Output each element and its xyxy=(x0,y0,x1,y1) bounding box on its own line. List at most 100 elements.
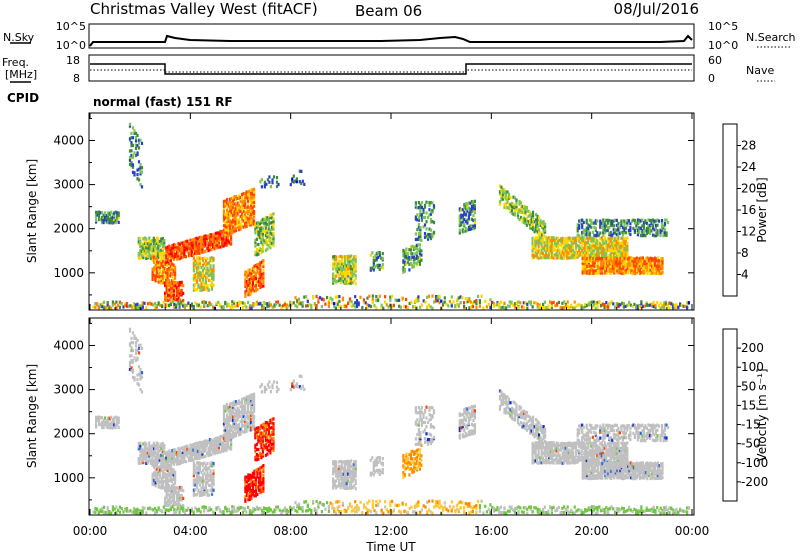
power-cell xyxy=(564,237,567,241)
power-cell xyxy=(640,270,643,275)
power-cell xyxy=(348,264,351,268)
power-cell xyxy=(244,272,247,276)
power-cell xyxy=(350,300,353,304)
power-cell xyxy=(240,301,243,305)
power-cell xyxy=(431,220,434,224)
power-cell xyxy=(575,240,578,245)
velocity-cell xyxy=(157,442,160,446)
power-cell xyxy=(244,199,247,203)
velocity-cell xyxy=(166,460,169,464)
velocity-cell xyxy=(169,472,172,476)
power-cell xyxy=(162,267,165,271)
velocity-cell xyxy=(192,451,195,455)
velocity-cell xyxy=(192,493,195,497)
power-cell xyxy=(601,261,604,265)
power-cell xyxy=(146,242,149,246)
power-cell xyxy=(531,244,534,248)
power-cell xyxy=(178,302,181,306)
power-cell xyxy=(612,231,615,235)
velocity-cell xyxy=(239,427,242,431)
velocity-cell xyxy=(209,474,212,478)
power-cell xyxy=(347,257,350,261)
power-cell xyxy=(111,215,114,220)
velocity-cell xyxy=(257,471,260,475)
power-cell xyxy=(504,192,508,196)
power-cell xyxy=(612,246,615,250)
power-cell xyxy=(259,302,262,306)
power-cell xyxy=(201,247,204,251)
velocity-cell xyxy=(201,483,205,487)
velocity-cell xyxy=(203,466,206,470)
velocity-cell xyxy=(220,441,224,446)
power-cell xyxy=(543,255,546,260)
power-cell xyxy=(145,256,148,260)
power-cell xyxy=(268,175,271,179)
velocity-cell xyxy=(250,489,253,493)
power-cell xyxy=(608,237,611,241)
velocity-cell xyxy=(242,397,245,401)
power-cell xyxy=(313,302,316,306)
power-cell xyxy=(104,217,107,222)
power-cell xyxy=(344,259,347,263)
velocity-cell xyxy=(128,354,132,358)
power-cell xyxy=(278,303,281,307)
power-cell xyxy=(616,271,619,275)
velocity-cell xyxy=(152,451,155,455)
power-cell xyxy=(539,251,542,255)
power-cell xyxy=(657,304,661,308)
power-cell xyxy=(607,264,610,268)
power-cell xyxy=(418,250,421,254)
power-cell xyxy=(389,303,392,307)
power-cell xyxy=(225,233,228,238)
power-cell xyxy=(345,277,348,281)
velocity-cell xyxy=(183,450,186,454)
power-cell xyxy=(503,302,506,306)
power-cell xyxy=(587,271,590,276)
power-cell xyxy=(165,260,168,264)
velocity-cell xyxy=(212,475,215,479)
power-cell xyxy=(253,187,256,191)
power-cell xyxy=(466,228,469,232)
power-cell xyxy=(156,274,159,279)
power-cell xyxy=(624,251,627,255)
power-cell xyxy=(157,280,160,284)
power-cell xyxy=(629,226,632,230)
power-cell xyxy=(244,290,247,294)
power-cell xyxy=(214,234,218,238)
velocity-cell xyxy=(178,459,181,463)
power-cell xyxy=(271,178,274,182)
power-cell xyxy=(518,202,521,206)
power-cell xyxy=(157,274,160,278)
power-cell xyxy=(160,276,163,280)
power-cell xyxy=(405,251,408,255)
power-cell xyxy=(275,180,279,184)
noise-right-tick-bottom: 10^0 xyxy=(708,39,738,52)
power-cell xyxy=(581,225,584,230)
power-cell xyxy=(354,257,357,261)
power-cell xyxy=(253,289,256,293)
power-cell xyxy=(332,281,335,285)
power-cell xyxy=(332,262,335,266)
power-cell xyxy=(190,243,193,247)
power-cell xyxy=(244,203,247,207)
power-cell xyxy=(340,304,343,309)
power-cell xyxy=(179,283,182,287)
power-cell xyxy=(603,236,606,240)
velocity-cell xyxy=(168,463,171,468)
power-cell xyxy=(362,298,366,302)
velocity-cell xyxy=(193,454,196,458)
power-cell xyxy=(204,244,207,248)
power-cell xyxy=(579,218,582,222)
power-cell xyxy=(233,212,236,216)
power-cell xyxy=(450,295,453,299)
power-cell xyxy=(620,248,623,252)
power-cell xyxy=(226,222,229,226)
power-cell xyxy=(534,246,537,250)
power-cell xyxy=(472,224,475,228)
power-cell xyxy=(160,239,163,243)
power-cell xyxy=(259,280,262,284)
power-cell xyxy=(592,266,595,270)
power-cell xyxy=(341,277,344,281)
velocity-cell xyxy=(139,444,142,448)
power-cell xyxy=(420,253,423,257)
